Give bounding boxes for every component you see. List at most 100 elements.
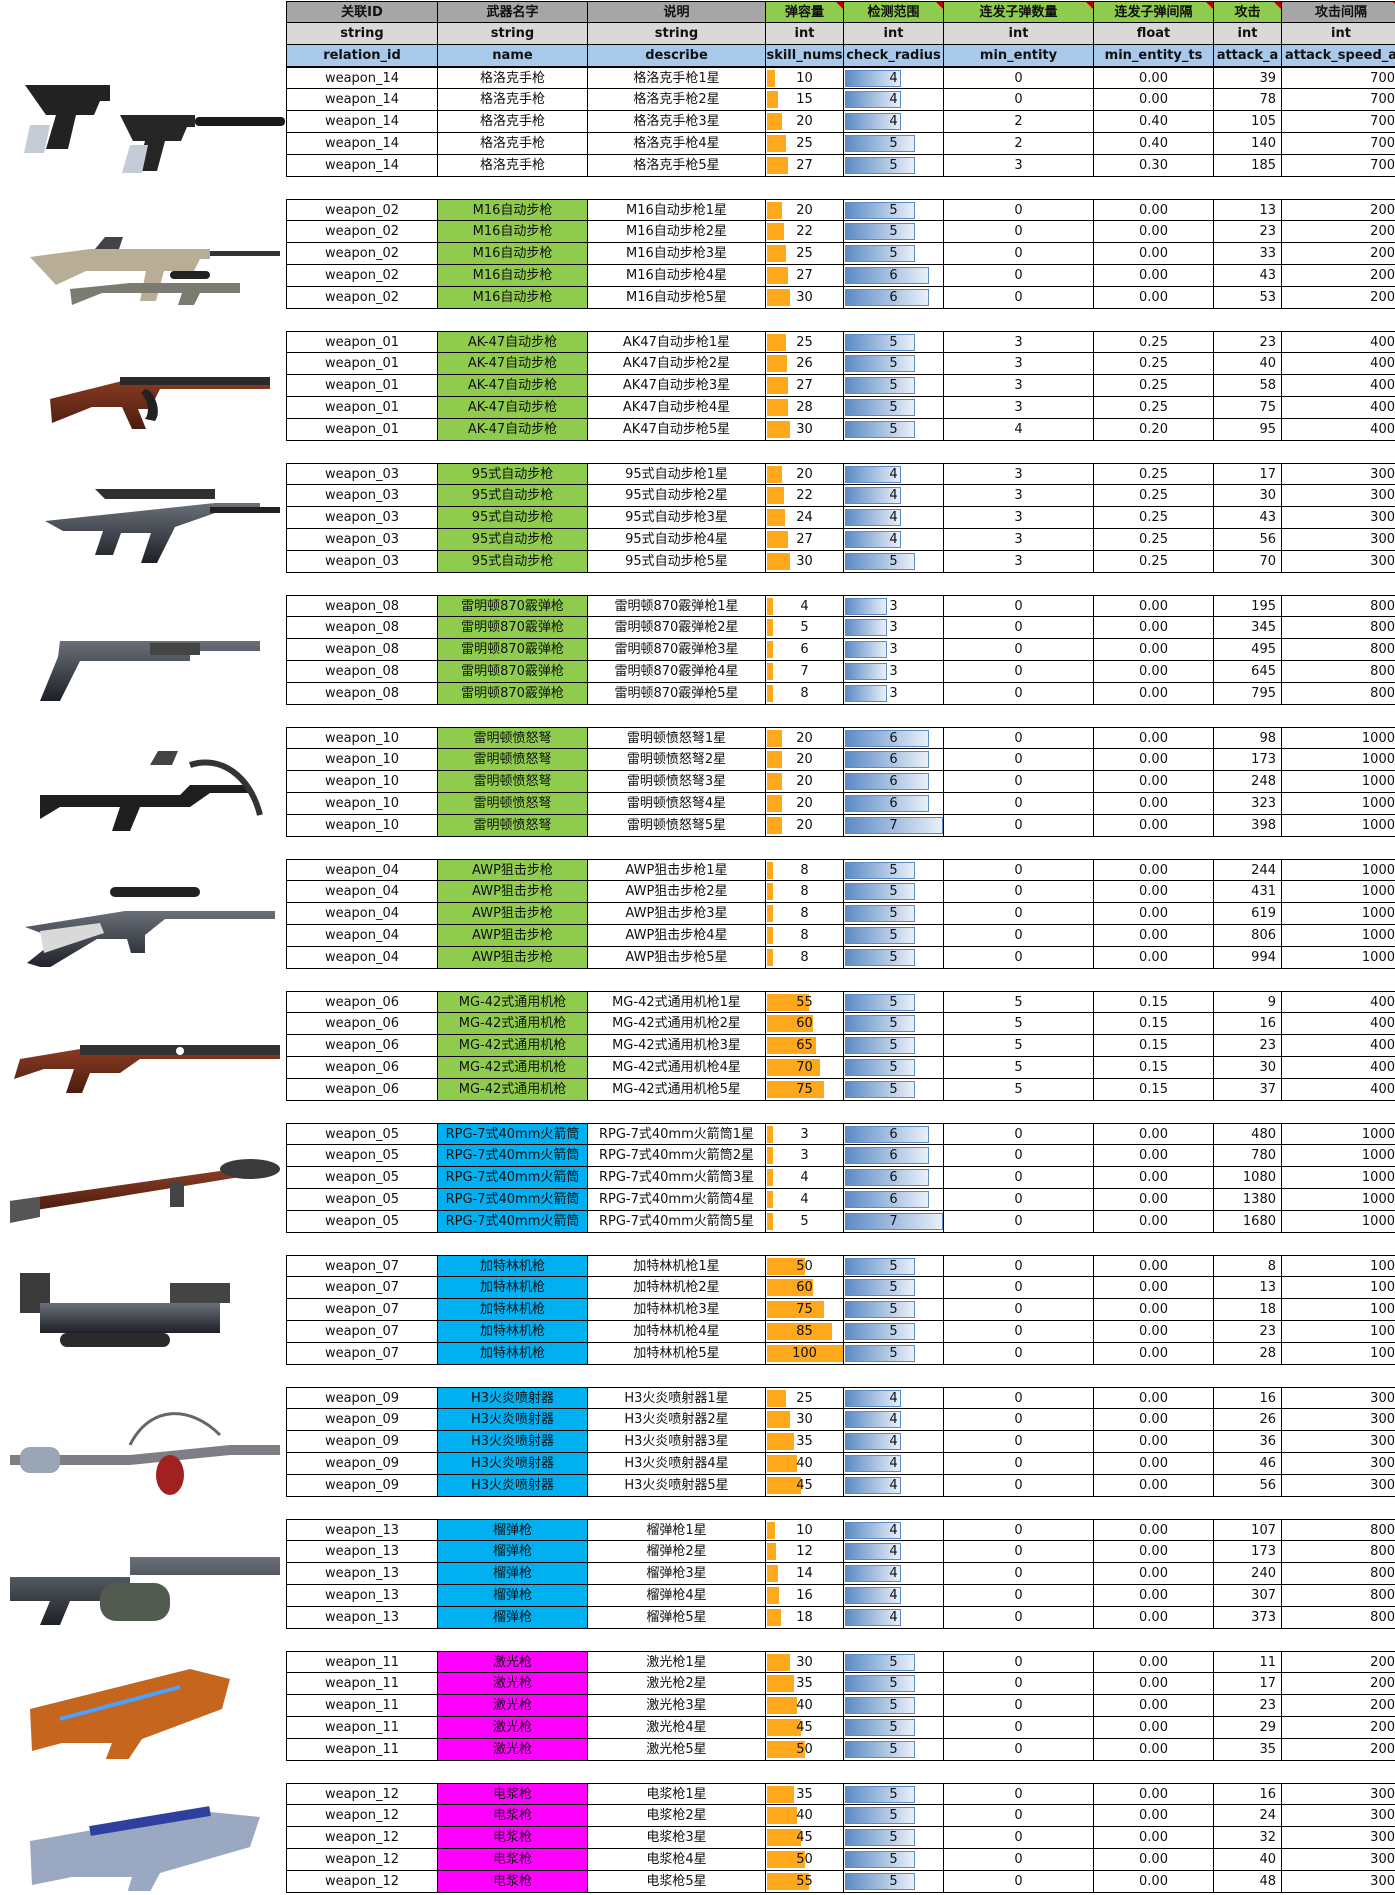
cell-ammo-capacity[interactable]: 3 — [766, 1145, 844, 1167]
cell-attack[interactable]: 806 — [1214, 925, 1282, 947]
cell-check-radius[interactable]: 5 — [844, 243, 944, 265]
cell-burst-count[interactable]: 0 — [944, 1123, 1094, 1145]
header-label-attack[interactable]: 攻击 — [1214, 1, 1282, 23]
cell-burst-interval[interactable]: 0.00 — [1094, 1167, 1214, 1189]
cell-check-radius[interactable]: 5 — [844, 1057, 944, 1079]
cell-burst-interval[interactable]: 0.20 — [1094, 419, 1214, 441]
cell-ammo-capacity[interactable]: 50 — [766, 1255, 844, 1277]
cell-attack[interactable]: 43 — [1214, 507, 1282, 529]
cell-burst-count[interactable]: 0 — [944, 727, 1094, 749]
cell-check-radius[interactable]: 6 — [844, 1123, 944, 1145]
cell-description[interactable]: 激光枪5星 — [588, 1739, 766, 1761]
cell-burst-count[interactable]: 3 — [944, 507, 1094, 529]
cell-burst-count[interactable]: 5 — [944, 1079, 1094, 1101]
cell-attack[interactable]: 398 — [1214, 815, 1282, 837]
cell-description[interactable]: 雷明顿870霰弹枪5星 — [588, 683, 766, 705]
cell-attack[interactable]: 9 — [1214, 991, 1282, 1013]
cell-relation-id[interactable]: weapon_01 — [286, 397, 438, 419]
cell-weapon-name[interactable]: 雷明顿愤怒弩 — [438, 727, 588, 749]
cell-attack-speed[interactable]: 800 — [1282, 595, 1395, 617]
cell-ammo-capacity[interactable]: 27 — [766, 155, 844, 177]
cell-burst-count[interactable]: 0 — [944, 947, 1094, 969]
cell-burst-count[interactable]: 0 — [944, 1519, 1094, 1541]
cell-burst-interval[interactable]: 0.00 — [1094, 1123, 1214, 1145]
cell-burst-interval[interactable]: 0.25 — [1094, 529, 1214, 551]
cell-ammo-capacity[interactable]: 27 — [766, 265, 844, 287]
cell-attack-speed[interactable]: 1000 — [1282, 881, 1395, 903]
cell-burst-count[interactable]: 3 — [944, 529, 1094, 551]
cell-attack[interactable]: 323 — [1214, 793, 1282, 815]
cell-check-radius[interactable]: 4 — [844, 111, 944, 133]
cell-check-radius[interactable]: 3 — [844, 683, 944, 705]
cell-weapon-name[interactable]: 雷明顿870霰弹枪 — [438, 595, 588, 617]
cell-relation-id[interactable]: weapon_10 — [286, 793, 438, 815]
cell-relation-id[interactable]: weapon_03 — [286, 551, 438, 573]
cell-attack-speed[interactable]: 300 — [1282, 1387, 1395, 1409]
cell-ammo-capacity[interactable]: 30 — [766, 1651, 844, 1673]
cell-weapon-name[interactable]: 雷明顿愤怒弩 — [438, 815, 588, 837]
cell-ammo-capacity[interactable]: 20 — [766, 771, 844, 793]
cell-attack[interactable]: 53 — [1214, 287, 1282, 309]
cell-burst-interval[interactable]: 0.00 — [1094, 1651, 1214, 1673]
cell-attack[interactable]: 30 — [1214, 1057, 1282, 1079]
cell-burst-count[interactable]: 0 — [944, 243, 1094, 265]
cell-burst-interval[interactable]: 0.00 — [1094, 903, 1214, 925]
cell-ammo-capacity[interactable]: 10 — [766, 1519, 844, 1541]
cell-check-radius[interactable]: 4 — [844, 463, 944, 485]
cell-attack[interactable]: 56 — [1214, 529, 1282, 551]
cell-burst-count[interactable]: 5 — [944, 1013, 1094, 1035]
cell-check-radius[interactable]: 5 — [844, 1849, 944, 1871]
cell-relation-id[interactable]: weapon_02 — [286, 287, 438, 309]
cell-ammo-capacity[interactable]: 28 — [766, 397, 844, 419]
cell-ammo-capacity[interactable]: 55 — [766, 1871, 844, 1893]
cell-burst-count[interactable]: 0 — [944, 1783, 1094, 1805]
header-key-burst-interval[interactable]: min_entity_ts — [1094, 45, 1214, 67]
cell-ammo-capacity[interactable]: 7 — [766, 661, 844, 683]
cell-ammo-capacity[interactable]: 45 — [766, 1827, 844, 1849]
cell-burst-interval[interactable]: 0.00 — [1094, 1453, 1214, 1475]
cell-description[interactable]: 雷明顿870霰弹枪1星 — [588, 595, 766, 617]
cell-burst-interval[interactable]: 0.00 — [1094, 199, 1214, 221]
cell-description[interactable]: 激光枪3星 — [588, 1695, 766, 1717]
cell-relation-id[interactable]: weapon_11 — [286, 1695, 438, 1717]
cell-description[interactable]: 加特林机枪1星 — [588, 1255, 766, 1277]
cell-attack-speed[interactable]: 200 — [1282, 221, 1395, 243]
cell-burst-count[interactable]: 0 — [944, 1541, 1094, 1563]
cell-ammo-capacity[interactable]: 4 — [766, 1189, 844, 1211]
cell-weapon-name[interactable]: 榴弹枪 — [438, 1563, 588, 1585]
cell-relation-id[interactable]: weapon_07 — [286, 1321, 438, 1343]
cell-burst-interval[interactable]: 0.25 — [1094, 551, 1214, 573]
cell-weapon-name[interactable]: AWP狙击步枪 — [438, 859, 588, 881]
cell-burst-count[interactable]: 0 — [944, 1167, 1094, 1189]
cell-burst-count[interactable]: 0 — [944, 639, 1094, 661]
cell-relation-id[interactable]: weapon_02 — [286, 243, 438, 265]
header-label-ammo-capacity[interactable]: 弹容量 — [766, 1, 844, 23]
cell-ammo-capacity[interactable]: 50 — [766, 1849, 844, 1871]
cell-burst-count[interactable]: 3 — [944, 485, 1094, 507]
cell-burst-count[interactable]: 3 — [944, 331, 1094, 353]
cell-ammo-capacity[interactable]: 85 — [766, 1321, 844, 1343]
cell-burst-count[interactable]: 0 — [944, 1695, 1094, 1717]
cell-burst-count[interactable]: 0 — [944, 793, 1094, 815]
cell-description[interactable]: AWP狙击步枪5星 — [588, 947, 766, 969]
cell-relation-id[interactable]: weapon_02 — [286, 199, 438, 221]
cell-description[interactable]: 激光枪4星 — [588, 1717, 766, 1739]
cell-description[interactable]: AK47自动步枪4星 — [588, 397, 766, 419]
cell-weapon-name[interactable]: AWP狙击步枪 — [438, 925, 588, 947]
cell-weapon-name[interactable]: AWP狙击步枪 — [438, 947, 588, 969]
cell-relation-id[interactable]: weapon_06 — [286, 1057, 438, 1079]
cell-description[interactable]: AWP狙击步枪1星 — [588, 859, 766, 881]
cell-burst-interval[interactable]: 0.00 — [1094, 1475, 1214, 1497]
cell-description[interactable]: 榴弹枪4星 — [588, 1585, 766, 1607]
cell-burst-interval[interactable]: 0.00 — [1094, 661, 1214, 683]
cell-weapon-name[interactable]: 榴弹枪 — [438, 1607, 588, 1629]
cell-description[interactable]: 95式自动步枪1星 — [588, 463, 766, 485]
cell-ammo-capacity[interactable]: 75 — [766, 1079, 844, 1101]
cell-relation-id[interactable]: weapon_11 — [286, 1739, 438, 1761]
cell-check-radius[interactable]: 5 — [844, 155, 944, 177]
cell-attack-speed[interactable]: 200 — [1282, 199, 1395, 221]
cell-burst-count[interactable]: 0 — [944, 1145, 1094, 1167]
cell-attack-speed[interactable]: 400 — [1282, 1035, 1395, 1057]
cell-relation-id[interactable]: weapon_06 — [286, 1035, 438, 1057]
cell-check-radius[interactable]: 3 — [844, 639, 944, 661]
